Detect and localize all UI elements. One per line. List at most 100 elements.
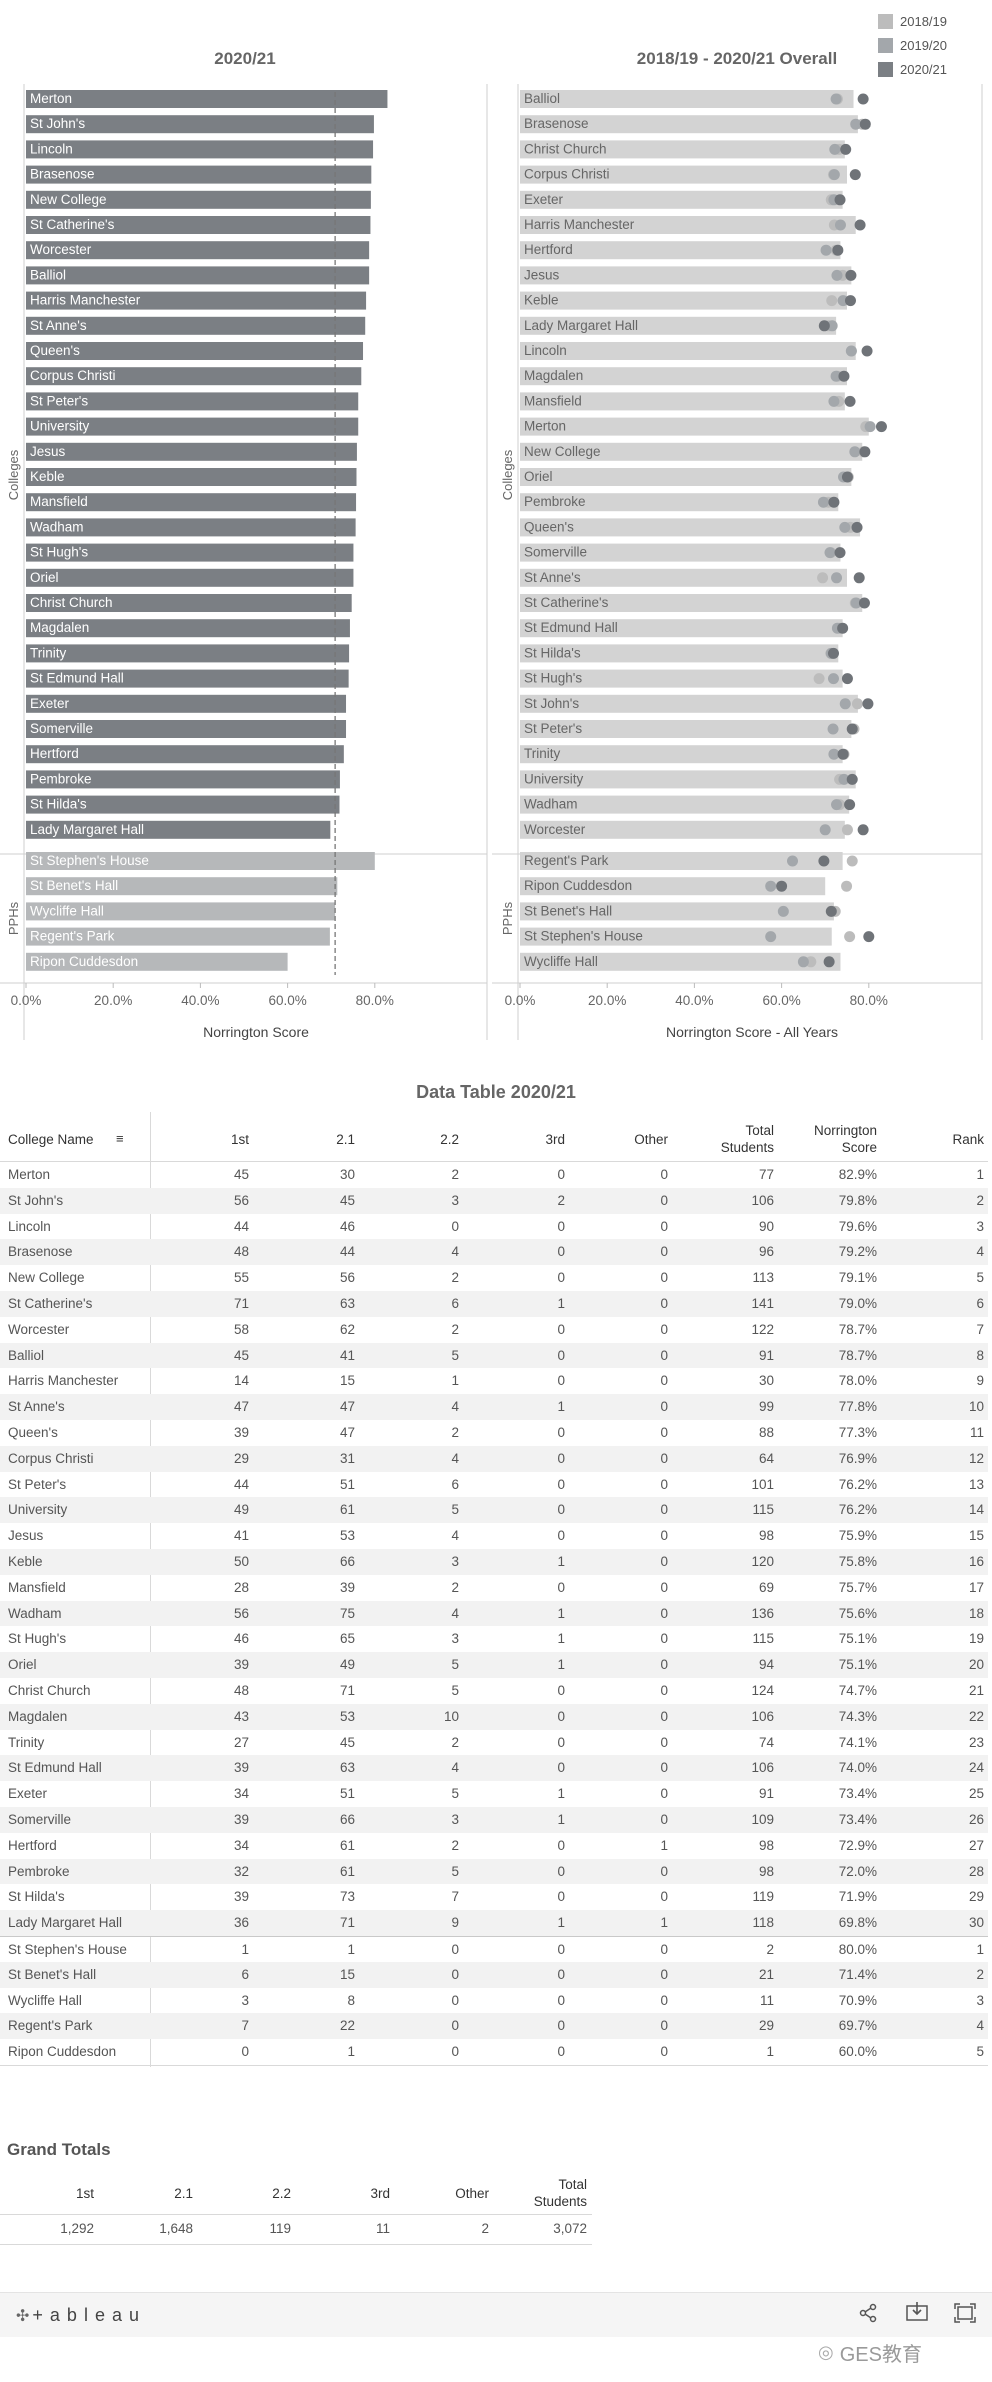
bar-label: Christ Church: [524, 141, 607, 156]
table-cell: St John's: [8, 1192, 64, 1208]
legend-item[interactable]: 2018/19: [878, 14, 947, 29]
table-row[interactable]: St Anne's 47 47 4 1 0 99 77.8% 10: [0, 1394, 988, 1420]
table-row[interactable]: Hertford 34 61 2 0 1 98 72.9% 27: [0, 1833, 988, 1859]
table-row[interactable]: St Catherine's 71 63 6 1 0 141 79.0% 6: [0, 1291, 988, 1317]
table-row[interactable]: St Benet's Hall 6 15 0 0 0 21 71.4% 2: [0, 1961, 988, 1988]
dot-2019-20: [765, 931, 777, 943]
table-row[interactable]: St John's 56 45 3 2 0 106 79.8% 2: [0, 1187, 988, 1214]
fullscreen-icon[interactable]: [954, 2303, 976, 2328]
table-cell: 106: [751, 1192, 774, 1208]
table-row[interactable]: Balliol 45 41 5 0 0 91 78.7% 8: [0, 1342, 988, 1369]
table-cell: 0: [557, 1321, 565, 1337]
group-label: Colleges: [500, 449, 515, 500]
dot-2019-20: [850, 597, 862, 609]
table-row[interactable]: Lincoln 44 46 0 0 0 90 79.6% 3: [0, 1214, 988, 1240]
table-row[interactable]: Corpus Christi 29 31 4 0 0 64 76.9% 12: [0, 1445, 988, 1472]
table-cell: 39: [233, 1657, 249, 1673]
table-row[interactable]: Ripon Cuddesdon 0 1 0 0 0 1 60.0% 5: [0, 2039, 988, 2065]
overall-bar: [520, 442, 863, 461]
table-row[interactable]: Worcester 58 62 2 0 0 122 78.7% 7: [0, 1317, 988, 1343]
table-row[interactable]: Merton 45 30 2 0 0 77 82.9% 1: [0, 1162, 988, 1188]
x-tick-label: 40.0%: [675, 993, 713, 1008]
overall-bar: [520, 392, 845, 411]
table-cell: 1: [660, 1915, 668, 1931]
bar-label: Brasenose: [30, 167, 95, 182]
column-header[interactable]: Other: [634, 1132, 668, 1147]
table-row[interactable]: Jesus 41 53 4 0 0 98 75.9% 15: [0, 1523, 988, 1549]
table-row[interactable]: University 49 61 5 0 0 115 76.2% 14: [0, 1497, 988, 1524]
table-cell: 0: [451, 1218, 459, 1234]
table-row[interactable]: New College 55 56 2 0 0 113 79.1% 5: [0, 1265, 988, 1291]
sort-icon[interactable]: ≡: [116, 1131, 124, 1146]
table-row[interactable]: St Edmund Hall 39 63 4 0 0 106 74.0% 24: [0, 1755, 988, 1782]
column-header[interactable]: Norrington Score: [813, 1123, 877, 1155]
table-cell: 74.0%: [838, 1760, 877, 1776]
bar-label: St Anne's: [524, 570, 581, 585]
totals-header: Other: [455, 2186, 489, 2201]
column-header[interactable]: 1st: [230, 1132, 249, 1147]
table-row[interactable]: St Hugh's 46 65 3 1 0 115 75.1% 19: [0, 1626, 988, 1652]
column-header[interactable]: 2.2: [440, 1132, 459, 1147]
table-cell: 0: [557, 1425, 565, 1440]
table-row[interactable]: Harris Manchester 14 15 1 0 0 30 78.0% 9: [0, 1368, 988, 1394]
bar-label: Queen's: [30, 343, 80, 358]
table-cell: 5: [451, 1657, 459, 1673]
column-header[interactable]: College Name: [8, 1132, 94, 1147]
table-cell: 5: [451, 1502, 459, 1518]
bar-label: New College: [524, 444, 601, 459]
table-cell: 124: [751, 1683, 774, 1698]
bar-label: Trinity: [524, 746, 560, 761]
table-cell: 0: [660, 1296, 668, 1311]
table-row[interactable]: St Stephen's House 1 1 0 0 0 2 80.0% 1: [0, 1936, 988, 1963]
group-label: PPHs: [6, 901, 21, 935]
dot-2019-20: [826, 320, 838, 332]
table-row[interactable]: Exeter 34 51 5 1 0 91 73.4% 25: [0, 1781, 988, 1807]
table-row[interactable]: Wadham 56 75 4 1 0 136 75.6% 18: [0, 1600, 988, 1627]
watermark: ◎ GES教育: [818, 2338, 922, 2367]
legend-label: 2018/19: [900, 14, 947, 29]
table-cell: 34: [233, 1837, 249, 1853]
table-row[interactable]: Wycliffe Hall 3 8 0 0 0 11 70.9% 3: [0, 1988, 988, 2014]
bar-label: St Peter's: [524, 721, 582, 736]
tableau-logo[interactable]: ✣ + a b l e a u: [16, 2305, 140, 2326]
table-cell: Corpus Christi: [8, 1450, 94, 1466]
table-row[interactable]: Christ Church 48 71 5 0 0 124 74.7% 21: [0, 1678, 988, 1704]
dot-2018-19: [841, 824, 853, 836]
column-header[interactable]: 2.1: [336, 1132, 355, 1147]
table-cell: 0: [660, 1579, 668, 1595]
table-row[interactable]: Oriel 39 49 5 1 0 94 75.1% 20: [0, 1652, 988, 1678]
table-row[interactable]: Trinity 27 45 2 0 0 74 74.1% 23: [0, 1730, 988, 1756]
table-row[interactable]: Queen's 39 47 2 0 0 88 77.3% 11: [0, 1420, 988, 1446]
table-cell: 5: [451, 1863, 459, 1879]
download-icon[interactable]: [905, 2302, 929, 2329]
table-row[interactable]: Regent's Park 7 22 0 0 0 29 69.7% 4: [0, 2013, 988, 2040]
table-row[interactable]: Magdalen 43 53 10 0 0 106 74.3% 22: [0, 1703, 988, 1730]
table-row[interactable]: St Hilda's 39 73 7 0 0 119 71.9% 29: [0, 1884, 988, 1910]
legend-item[interactable]: 2019/20: [878, 38, 947, 53]
bar-label: St John's: [524, 696, 579, 711]
overall-bar: [520, 594, 863, 612]
table-row[interactable]: Lady Margaret Hall 36 71 9 1 1 118 69.8% 30: [0, 1910, 988, 1936]
table-row[interactable]: Keble 50 66 3 1 0 120 75.8% 16: [0, 1549, 988, 1575]
table-cell: 39: [233, 1889, 249, 1905]
table-cell: 9: [976, 1373, 984, 1389]
column-header[interactable]: 3rd: [545, 1132, 565, 1147]
table-cell: 2: [766, 1942, 774, 1957]
totals-bottom-border: [0, 2244, 592, 2245]
share-icon[interactable]: [858, 2303, 878, 2328]
column-header[interactable]: Rank: [952, 1132, 984, 1147]
table-row[interactable]: Brasenose 48 44 4 0 0 96 79.2% 4: [0, 1239, 988, 1266]
table-row[interactable]: St Peter's 44 51 6 0 0 101 76.2% 13: [0, 1472, 988, 1498]
legend-item[interactable]: 2020/21: [878, 62, 947, 77]
table-row[interactable]: Pembroke 32 61 5 0 0 98 72.0% 28: [0, 1858, 988, 1885]
table-cell: 15: [339, 1373, 355, 1389]
bar: [26, 392, 359, 411]
column-header[interactable]: Total Students: [720, 1123, 774, 1155]
dot-2020-21: [844, 295, 856, 307]
table-row[interactable]: Somerville 39 66 3 1 0 109 73.4% 26: [0, 1807, 988, 1833]
table-cell: 46: [339, 1218, 355, 1234]
table-row[interactable]: Mansfield 28 39 2 0 0 69 75.7% 17: [0, 1575, 988, 1601]
bar: [26, 493, 357, 512]
table-cell: 1: [976, 1942, 984, 1957]
bar: [26, 90, 388, 108]
